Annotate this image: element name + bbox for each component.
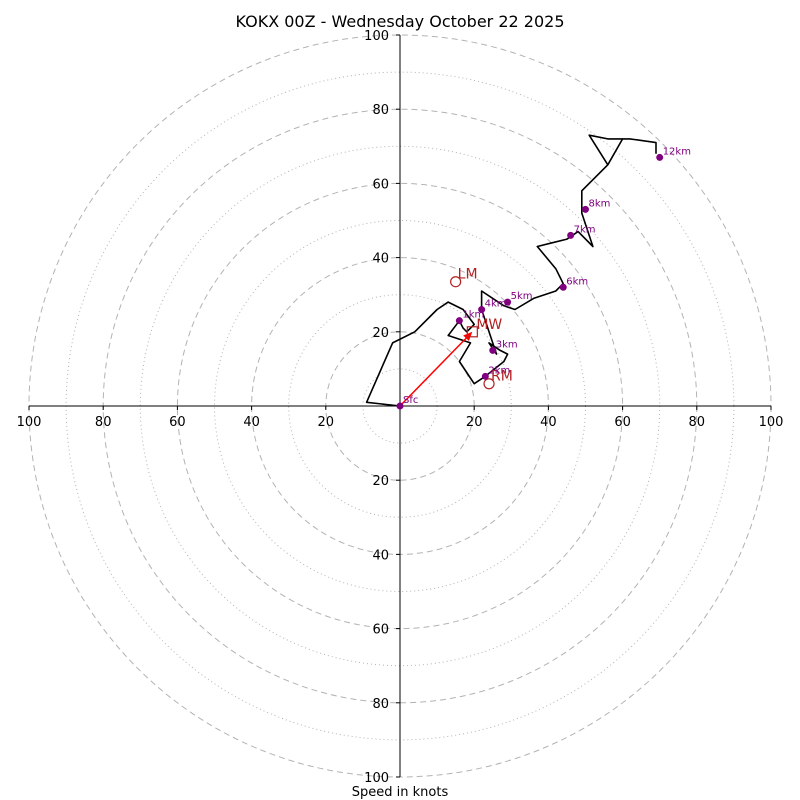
mean-wind-arrow xyxy=(399,332,472,407)
x-tick-label: 40 xyxy=(243,415,260,430)
x-tick-label: 100 xyxy=(17,415,42,430)
hodograph-trace-group xyxy=(365,134,657,407)
x-axis-label: Speed in knots xyxy=(352,785,449,800)
height-point xyxy=(481,372,489,380)
height-point xyxy=(478,306,486,314)
height-label: Sfc xyxy=(403,395,418,406)
y-tick-label: 80 xyxy=(372,697,389,712)
height-point xyxy=(582,205,589,213)
height-label: 8km xyxy=(589,198,611,209)
mean-wind-label: MW xyxy=(476,317,502,333)
height-point xyxy=(559,283,567,291)
y-tick-label: 20 xyxy=(372,474,389,489)
height-label: 7km xyxy=(574,224,596,235)
height-label: 6km xyxy=(566,276,588,287)
y-tick-label: 60 xyxy=(372,177,389,192)
height-label: 5km xyxy=(511,291,533,302)
x-tick-label: 80 xyxy=(95,415,112,430)
y-tick-label: 80 xyxy=(372,103,389,118)
height-point xyxy=(504,298,512,306)
tick-labels: 100 80 60 40 20 20 40 60 80 100 100 80 60 40 20 20 40 60 8… xyxy=(17,29,784,786)
x-tick-label: 60 xyxy=(169,415,186,430)
height-labels: Sfc 1km 2km 3km 4km 5km 6km 7km 8km 12km xyxy=(396,146,691,410)
x-tick-label: 20 xyxy=(466,415,483,430)
right-mover-marker xyxy=(483,378,495,390)
height-label: 3km xyxy=(496,339,518,350)
y-tick-label: 40 xyxy=(372,548,389,563)
height-label: 4km xyxy=(485,299,507,310)
hodograph-trace xyxy=(365,134,657,407)
storm-motion-markers: MW LM RM xyxy=(399,267,513,407)
x-tick-label: 60 xyxy=(614,415,631,430)
height-point xyxy=(396,402,404,410)
chart-title: KOKX 00Z - Wednesday October 22 2025 xyxy=(235,12,564,31)
height-label: 12km xyxy=(663,146,691,157)
x-tick-label: 80 xyxy=(689,415,706,430)
y-tick-label: 60 xyxy=(372,623,389,638)
y-tick-label: 100 xyxy=(364,771,389,786)
left-mover-label: LM xyxy=(458,267,478,283)
y-tick-label: 20 xyxy=(372,326,389,341)
height-label: 1km xyxy=(462,310,484,321)
y-tick-label: 100 xyxy=(364,29,389,44)
height-label: 2km xyxy=(488,365,510,376)
height-point xyxy=(656,153,664,161)
x-tick-label: 40 xyxy=(540,415,557,430)
y-tick-label: 40 xyxy=(372,252,389,267)
height-point xyxy=(567,231,575,239)
right-mover-label: RM xyxy=(491,369,513,385)
mean-wind-marker xyxy=(466,326,478,338)
x-tick-label: 20 xyxy=(318,415,335,430)
left-mover-marker xyxy=(450,276,462,288)
height-point xyxy=(489,346,497,354)
height-point xyxy=(455,317,463,325)
x-tick-label: 100 xyxy=(759,415,784,430)
